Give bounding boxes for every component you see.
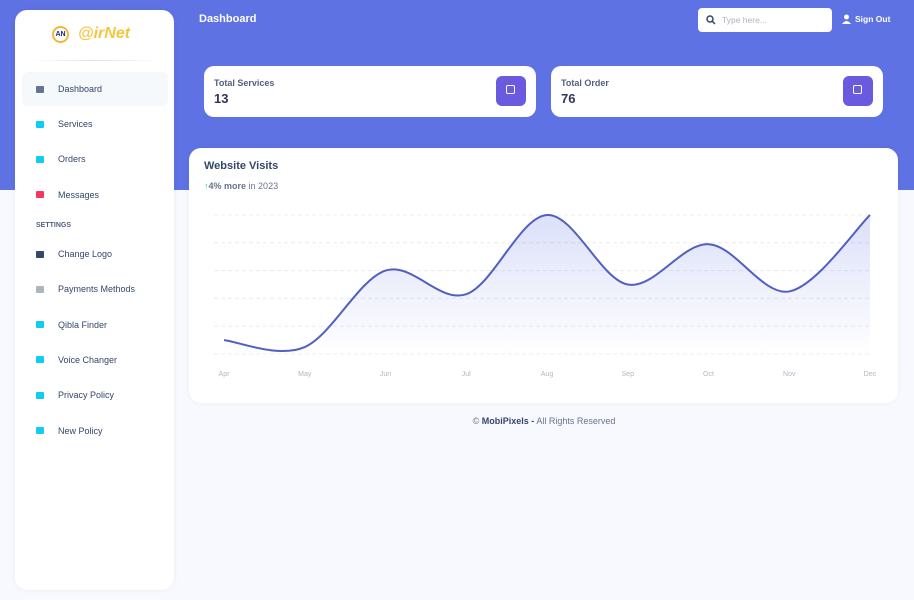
chart-title: Website Visits (204, 160, 279, 172)
nav-label: Orders (58, 154, 86, 165)
nav-icon (36, 250, 44, 258)
nav-label: Qibla Finder (58, 319, 108, 330)
stat-card: Total Services 13 (204, 66, 536, 117)
nav-icon (36, 191, 44, 199)
nav-icon (36, 391, 44, 399)
nav-item[interactable]: Voice Changer (22, 343, 168, 377)
x-tick-label: Jul (462, 371, 471, 378)
nav-label: Change Logo (58, 249, 113, 259)
nav-item[interactable]: Qibla Finder (22, 308, 168, 342)
sidebar (15, 10, 174, 590)
search-icon (706, 15, 716, 25)
nav-item[interactable]: Orders (22, 142, 168, 176)
stat-label: Total Services (214, 78, 275, 88)
chart: Apr May Jun Jul Aug Sep Oct Nov Dec (214, 213, 877, 378)
nav-item[interactable]: Services (22, 107, 168, 141)
logo-text: @irNet (78, 25, 131, 42)
sign-out[interactable]: Sign Out (842, 14, 890, 24)
nav-icon (36, 85, 44, 93)
x-tick-label: Apr (219, 371, 231, 378)
x-tick-label: Dec (864, 371, 877, 378)
nav-item[interactable]: Dashboard (22, 72, 168, 106)
nav-label: New Policy (58, 425, 103, 436)
x-tick-label: May (298, 371, 312, 378)
line (223, 213, 871, 352)
chart-annotation: ↑4% more in 2023 (204, 181, 279, 191)
page-title: Dashboard (199, 13, 257, 25)
nav-icon (36, 427, 44, 434)
logo-mark: AN (52, 26, 69, 43)
nav-item[interactable]: New Policy (22, 414, 168, 448)
nav-item[interactable]: Messages (22, 178, 168, 212)
nav-icon (36, 356, 44, 364)
nav-label: Services (58, 119, 93, 130)
nav-icon (36, 120, 44, 128)
annotation-highlight: 4% more (208, 181, 247, 191)
divider (30, 60, 160, 61)
nav-icon (36, 155, 44, 163)
search-box[interactable]: Type here... (698, 8, 832, 32)
footer: © MobiPixels - All Rights Reserved (0, 416, 914, 426)
nav-icon (36, 285, 44, 293)
nav-label: Messages (58, 189, 100, 200)
footer-symbol: © (472, 416, 480, 426)
x-tick-label: Aug (541, 371, 554, 378)
nav-label: Voice Changer (58, 354, 118, 365)
x-tick-label: Oct (703, 371, 714, 378)
sign-out-label: Sign Out (855, 14, 891, 24)
stat-card: Total Order 76 (551, 66, 883, 117)
section-heading: SETTINGS (36, 222, 72, 229)
stat-label: Total Order (561, 78, 609, 88)
nav-label: Privacy Policy (58, 390, 115, 401)
nav-item[interactable]: Change Logo (22, 237, 168, 271)
area (224, 214, 870, 354)
user-icon (842, 14, 851, 24)
footer-brand: MobiPixels - (481, 416, 535, 426)
x-tick-label: Nov (783, 371, 796, 378)
stat-button[interactable] (843, 76, 873, 106)
nav-item[interactable]: Privacy Policy (22, 378, 168, 412)
stat-button[interactable] (496, 76, 526, 106)
stat-value: 13 (214, 91, 229, 106)
chart-card: Website Visits ↑4% more in 2023 Apr May Ju… (189, 148, 898, 403)
nav-label: Dashboard (58, 84, 103, 94)
search-placeholder: Type here... (722, 15, 767, 25)
nav-item[interactable]: Payments Methods (22, 272, 168, 306)
x-tick-label: Jun (380, 371, 391, 378)
stat-value: 76 (561, 91, 576, 106)
annotation-text: in 2023 (248, 181, 279, 191)
nav-icon (36, 321, 44, 329)
nav-label: Payments Methods (58, 284, 136, 295)
x-tick-label: Sep (622, 371, 635, 378)
footer-text: All Rights Reserved (536, 416, 616, 426)
